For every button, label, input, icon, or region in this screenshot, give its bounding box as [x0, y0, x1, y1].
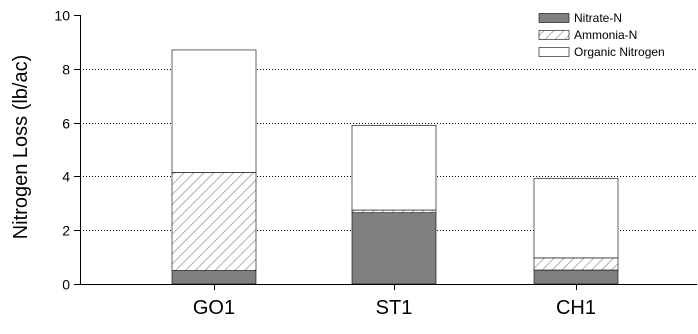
axes: 0 2 4 6 8 10 GO1 ST1 CH1 — [54, 8, 697, 319]
legend-label: Ammonia-N — [574, 28, 637, 42]
x-tick-label-go1: GO1 — [193, 297, 235, 319]
legend: Nitrate-N Ammonia-N Organic Nitrogen — [538, 11, 665, 59]
x-tick-label-ch1: CH1 — [556, 297, 596, 319]
x-tick-label-st1: ST1 — [376, 297, 413, 319]
legend-label: Nitrate-N — [574, 11, 622, 25]
y-tick-label: 2 — [62, 223, 70, 239]
bar-segment-ch1-organic-nitrogen — [533, 178, 619, 259]
y-tick-label: 4 — [62, 169, 70, 185]
bar-segment-st1-ammonia-n — [351, 209, 437, 214]
bar-segment-ch1-nitrate-n — [533, 269, 619, 285]
bar-segment-ch1-ammonia-n — [533, 257, 619, 271]
y-tick-label: 0 — [62, 277, 70, 293]
bar-segment-go1-organic-nitrogen — [171, 49, 257, 173]
legend-swatch — [538, 13, 570, 23]
y-tick-label: 8 — [62, 62, 70, 78]
bar-segment-st1-organic-nitrogen — [351, 124, 437, 211]
legend-swatch — [538, 30, 570, 40]
bar-segment-go1-ammonia-n — [171, 172, 257, 271]
bar-segment-go1-nitrate-n — [171, 270, 257, 285]
bar-segment-st1-nitrate-n — [351, 212, 437, 285]
y-tick-label: 6 — [62, 116, 70, 132]
legend-swatch — [538, 47, 570, 57]
y-tick-label: 10 — [54, 8, 70, 24]
bars — [171, 49, 619, 285]
legend-label: Organic Nitrogen — [574, 45, 665, 59]
y-axis-title: Nitrogen Loss (lb/ac) — [10, 55, 32, 240]
